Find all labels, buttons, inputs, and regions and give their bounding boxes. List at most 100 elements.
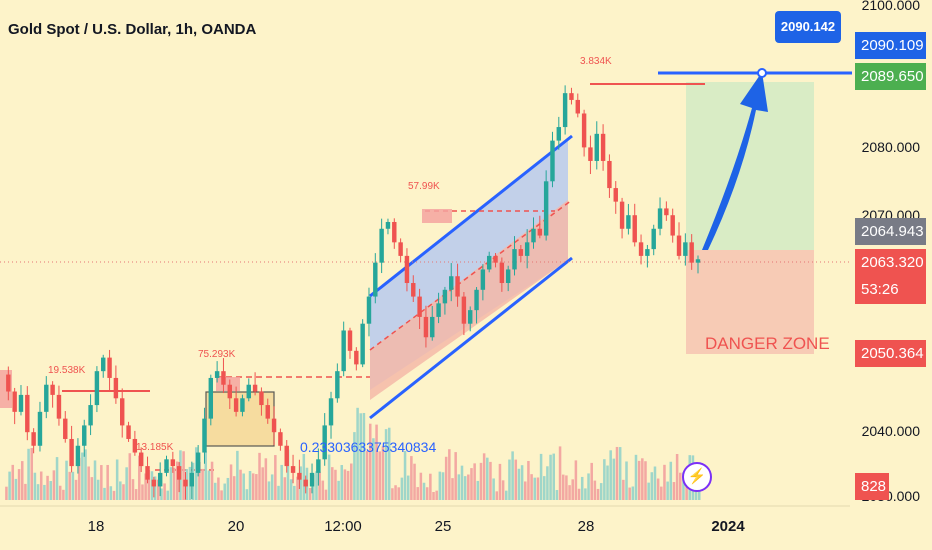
volume-bar — [90, 477, 94, 500]
volume-bar — [549, 454, 552, 500]
volume-bar — [612, 458, 616, 500]
volume-bar — [375, 424, 378, 500]
candle-body — [322, 425, 327, 460]
candle-body — [88, 405, 93, 426]
volume-bar — [492, 478, 495, 500]
volume-bar — [55, 457, 59, 500]
candle-body — [651, 228, 656, 250]
volume-bar — [653, 466, 657, 500]
channel-lower-fill — [370, 200, 568, 400]
candle-body — [50, 384, 55, 395]
target-point[interactable] — [757, 68, 767, 78]
volume-bar — [486, 457, 489, 500]
x-tick-label: 12:00 — [324, 518, 362, 535]
volume-bar — [112, 490, 116, 500]
candle-body — [594, 133, 599, 161]
volume-bar — [580, 476, 584, 500]
volume-bar — [242, 473, 245, 500]
y-tick-label: 2100.000 — [862, 0, 921, 13]
volume-bar — [14, 478, 18, 500]
volume-bar — [429, 473, 432, 500]
volume-bar — [81, 452, 84, 500]
volume-bar — [463, 476, 467, 500]
candle-body — [56, 394, 62, 419]
volume-bar — [666, 481, 669, 500]
volume-bar — [194, 447, 198, 500]
volume-bar — [141, 484, 144, 500]
candle-body — [303, 479, 308, 487]
candle-body — [670, 215, 675, 236]
candle-body — [195, 452, 201, 473]
volume-bar — [128, 453, 132, 500]
candle-body — [132, 438, 138, 453]
volume-bar — [660, 486, 663, 500]
volume-bar — [261, 467, 264, 500]
volume-bar — [182, 451, 185, 500]
channel-bottom-line[interactable] — [369, 256, 573, 420]
candle-body — [221, 371, 226, 385]
candle-body — [392, 221, 397, 243]
channel-top-line[interactable] — [369, 134, 573, 298]
volume-bar — [590, 462, 593, 500]
volume-label-4: 57.99K — [408, 181, 440, 192]
candles — [6, 85, 701, 500]
price-tag-stop-loss[interactable]: 2050.364 — [855, 340, 926, 367]
candle-body — [575, 99, 580, 114]
price-tag-target[interactable]: 2090.109 — [855, 32, 926, 59]
volume-bar — [346, 470, 350, 500]
supply-box-mid — [422, 209, 452, 223]
volume-bar — [675, 454, 679, 500]
target-callout[interactable]: 2090.142 — [775, 11, 841, 43]
volume-bar — [5, 486, 8, 500]
volume-bar — [650, 472, 654, 500]
candle-body — [645, 249, 650, 256]
volume-bar — [637, 460, 641, 500]
candle-body — [271, 418, 277, 433]
volume-bar — [400, 477, 404, 500]
volume-bar — [558, 446, 562, 500]
candle-body — [151, 479, 157, 487]
candle-body — [120, 398, 125, 426]
volume-bar — [77, 457, 81, 500]
candle-body — [189, 472, 195, 487]
candle-body — [297, 472, 302, 480]
volume-bar — [372, 438, 375, 500]
candle-body — [556, 127, 562, 141]
lightning-icon[interactable]: ⚡ — [682, 462, 712, 492]
candle-body — [366, 296, 372, 324]
volume-bar — [577, 488, 581, 500]
volume-bar — [39, 471, 43, 500]
candle-body — [537, 228, 543, 236]
volume-bar — [176, 461, 179, 500]
price-tag-current[interactable]: 2063.320 — [855, 249, 926, 276]
candle-body — [417, 296, 422, 317]
candle-body — [265, 405, 270, 419]
candle-body — [613, 188, 618, 202]
chart-title: Gold Spot / U.S. Dollar, 1h, OANDA — [8, 21, 257, 38]
volume-bar — [71, 471, 75, 500]
volume-bar — [232, 476, 236, 500]
volume-bar — [505, 490, 508, 500]
candle-body — [588, 147, 593, 161]
volume-bar — [596, 488, 600, 500]
candle-body — [214, 371, 220, 378]
candle-body — [63, 418, 68, 439]
candle-body — [607, 160, 612, 189]
price-tag-take-profit[interactable]: 2089.650 — [855, 63, 926, 90]
volume-bar — [258, 452, 261, 500]
candle-body — [284, 445, 289, 467]
candle-body — [676, 235, 682, 256]
volume-bar — [406, 475, 410, 500]
candle-body — [252, 384, 258, 392]
candle-body — [626, 215, 631, 229]
volume-bar — [441, 472, 445, 500]
volume-bar — [413, 463, 416, 500]
danger-zone-label: DANGER ZONE — [705, 334, 830, 353]
volume-bar — [210, 461, 214, 500]
candle-body — [208, 377, 214, 419]
volume-bar — [46, 475, 49, 500]
price-tag-entry[interactable]: 2064.943 — [855, 218, 926, 245]
volume-bar — [33, 472, 37, 500]
volume-bar — [315, 471, 318, 500]
